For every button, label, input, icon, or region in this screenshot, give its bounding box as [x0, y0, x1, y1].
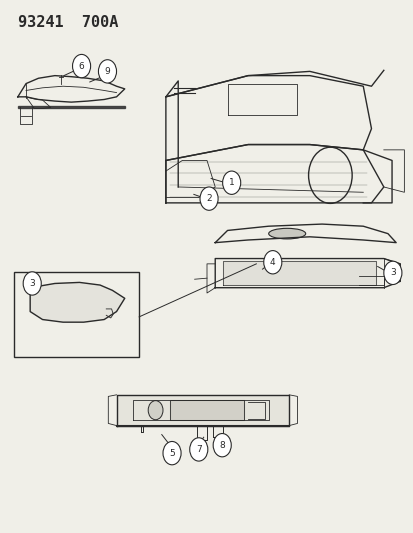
Circle shape	[98, 60, 116, 83]
Circle shape	[148, 401, 163, 419]
Text: 5: 5	[169, 449, 175, 458]
Text: 1: 1	[228, 178, 234, 187]
Polygon shape	[30, 282, 124, 322]
Circle shape	[263, 251, 281, 274]
Text: 3: 3	[29, 279, 35, 288]
Text: 4: 4	[269, 258, 275, 266]
Circle shape	[199, 187, 218, 211]
Text: 8: 8	[219, 441, 225, 450]
Circle shape	[163, 441, 180, 465]
Polygon shape	[116, 395, 289, 425]
Circle shape	[23, 272, 41, 295]
Ellipse shape	[268, 228, 305, 239]
Circle shape	[72, 54, 90, 78]
Bar	[14, 272, 139, 357]
Text: 6: 6	[78, 62, 84, 70]
Text: 93241  700A: 93241 700A	[18, 14, 118, 30]
Text: 2: 2	[206, 194, 211, 203]
Circle shape	[383, 261, 401, 285]
Text: 9: 9	[104, 67, 110, 76]
Circle shape	[213, 433, 231, 457]
Polygon shape	[170, 400, 243, 420]
Circle shape	[222, 171, 240, 195]
Polygon shape	[223, 261, 375, 285]
Text: 7: 7	[195, 445, 201, 454]
Polygon shape	[18, 107, 124, 109]
Circle shape	[189, 438, 207, 461]
Text: 3: 3	[389, 268, 395, 277]
